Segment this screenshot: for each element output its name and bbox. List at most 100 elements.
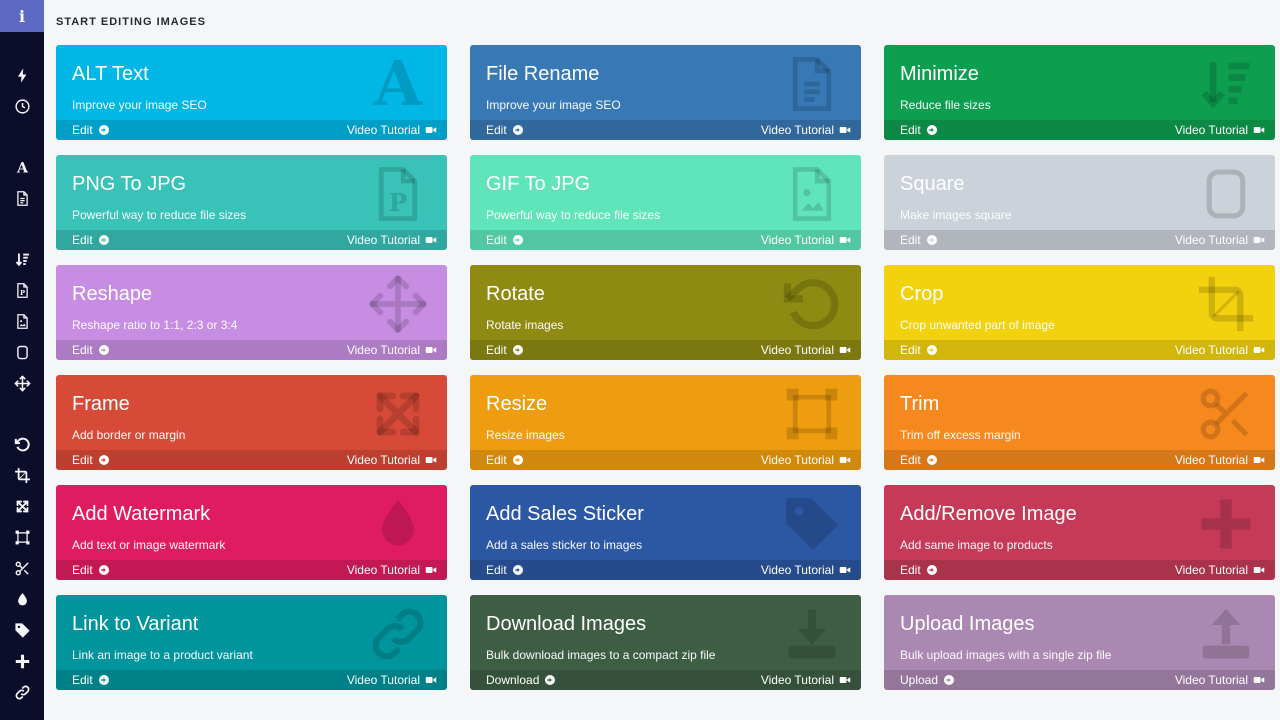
card-title: Link to Variant [72, 613, 199, 635]
droplet-icon [367, 493, 429, 555]
sidebar-item-scissors[interactable] [10, 553, 34, 584]
video-camera-icon [1253, 674, 1265, 686]
video-tutorial-link[interactable]: Video Tutorial [1175, 123, 1265, 137]
video-tutorial-link[interactable]: Video Tutorial [347, 233, 437, 247]
card-action-label: Edit [72, 453, 93, 467]
video-tutorial-link[interactable]: Video Tutorial [761, 233, 851, 247]
card-title: Reshape [72, 283, 153, 305]
plus-icon [14, 653, 31, 670]
sidebar-item-droplet[interactable] [10, 584, 34, 615]
card-footer: Edit Video Tutorial [56, 670, 447, 690]
card-action-link[interactable]: Edit [72, 123, 110, 137]
card-action-link[interactable]: Edit [72, 453, 110, 467]
tool-card[interactable]: Download Images Bulk download images to … [470, 595, 861, 690]
tool-card[interactable]: Frame Add border or margin Edit Video Tu… [56, 375, 447, 470]
tool-card[interactable]: Add Watermark Add text or image watermar… [56, 485, 447, 580]
sidebar-item-square[interactable] [10, 337, 34, 368]
tool-card[interactable]: PNG To JPG Powerful way to reduce file s… [56, 155, 447, 250]
card-action-link[interactable]: Edit [486, 563, 524, 577]
sidebar-item-file-text[interactable] [10, 183, 34, 214]
tool-card[interactable]: Trim Trim off excess margin Edit Video T… [884, 375, 1275, 470]
video-tutorial-link[interactable]: Video Tutorial [761, 563, 851, 577]
tool-card[interactable]: Reshape Reshape ratio to 1:1, 2:3 or 3:4… [56, 265, 447, 360]
tool-card[interactable]: Resize Resize images Edit Video Tutorial [470, 375, 861, 470]
tool-card[interactable]: Add Sales Sticker Add a sales sticker to… [470, 485, 861, 580]
video-tutorial-link[interactable]: Video Tutorial [347, 343, 437, 357]
info-icon[interactable]: i [0, 0, 44, 32]
expand-arrows-icon [14, 498, 31, 515]
tool-card[interactable]: Upload Images Bulk upload images with a … [884, 595, 1275, 690]
sidebar-item-letter-a[interactable]: A [10, 152, 34, 183]
video-tutorial-link[interactable]: Video Tutorial [1175, 673, 1265, 687]
move-icon [14, 375, 31, 392]
page-title: START EDITING IMAGES [56, 16, 206, 28]
card-action-link[interactable]: Edit [72, 233, 110, 247]
card-title: Frame [72, 393, 130, 415]
sidebar-item-sort-amount-down[interactable] [10, 244, 34, 275]
sidebar-item-tag[interactable] [10, 615, 34, 646]
sidebar-item-file-p[interactable]: P [10, 275, 34, 306]
sidebar-item-rotate-ccw[interactable] [10, 429, 34, 460]
card-action-link[interactable]: Upload [900, 673, 955, 687]
card-action-link[interactable]: Edit [486, 453, 524, 467]
sidebar-item-crop[interactable] [10, 460, 34, 491]
video-tutorial-link[interactable]: Video Tutorial [761, 343, 851, 357]
video-camera-icon [1253, 234, 1265, 246]
card-title: Crop [900, 283, 944, 305]
sidebar-item-history[interactable] [10, 91, 34, 122]
video-tutorial-link[interactable]: Video Tutorial [1175, 343, 1265, 357]
tool-card[interactable]: Minimize Reduce file sizes Edit Video Tu… [884, 45, 1275, 140]
card-action-link[interactable]: Edit [900, 453, 938, 467]
video-tutorial-link[interactable]: Video Tutorial [761, 453, 851, 467]
video-tutorial-link[interactable]: Video Tutorial [1175, 563, 1265, 577]
video-tutorial-link[interactable]: Video Tutorial [1175, 233, 1265, 247]
video-tutorial-link[interactable]: Video Tutorial [761, 123, 851, 137]
sidebar-item-zap[interactable] [10, 60, 34, 91]
tool-card[interactable]: Rotate Rotate images Edit Video Tutorial [470, 265, 861, 360]
tool-card[interactable]: File Rename Improve your image SEO Edit … [470, 45, 861, 140]
video-tutorial-label: Video Tutorial [346, 123, 420, 137]
card-title: Rotate [486, 283, 545, 305]
card-action-link[interactable]: Edit [486, 343, 524, 357]
card-action-link[interactable]: Edit [72, 563, 110, 577]
video-tutorial-label: Video Tutorial [760, 343, 834, 357]
card-action-link[interactable]: Edit [486, 233, 524, 247]
sidebar-item-move[interactable] [10, 368, 34, 399]
tool-card[interactable]: ALT Text Improve your image SEO A Edit V… [56, 45, 447, 140]
sidebar-item-link[interactable] [10, 677, 34, 708]
video-camera-icon [839, 454, 851, 466]
expand-arrows-icon [367, 383, 429, 445]
card-action-link[interactable]: Edit [72, 673, 110, 687]
file-p-icon: P [14, 282, 31, 299]
video-tutorial-link[interactable]: Video Tutorial [761, 673, 851, 687]
card-action-link[interactable]: Download [486, 673, 556, 687]
video-tutorial-link[interactable]: Video Tutorial [347, 563, 437, 577]
tool-card[interactable]: Square Make images square Edit Video Tut… [884, 155, 1275, 250]
tool-card[interactable]: Crop Crop unwanted part of image Edit Vi… [884, 265, 1275, 360]
tool-card[interactable]: GIF To JPG Powerful way to reduce file s… [470, 155, 861, 250]
card-action-link[interactable]: Edit [900, 123, 938, 137]
tool-card[interactable]: Add/Remove Image Add same image to produ… [884, 485, 1275, 580]
sidebar-item-file-image[interactable] [10, 306, 34, 337]
video-tutorial-link[interactable]: Video Tutorial [347, 673, 437, 687]
sidebar-item-expand-arrows[interactable] [10, 491, 34, 522]
video-tutorial-label: Video Tutorial [760, 673, 834, 687]
vector-square-icon [781, 383, 843, 445]
card-action-link[interactable]: Edit [486, 123, 524, 137]
crop-icon [14, 467, 31, 484]
card-action-link[interactable]: Edit [900, 343, 938, 357]
video-tutorial-link[interactable]: Video Tutorial [347, 453, 437, 467]
sidebar-item-plus[interactable] [10, 646, 34, 677]
letter-a-icon: A [14, 159, 31, 176]
card-action-link[interactable]: Edit [900, 233, 938, 247]
arrow-circle-icon [512, 124, 524, 136]
video-tutorial-label: Video Tutorial [1174, 343, 1248, 357]
tool-card[interactable]: Link to Variant Link an image to a produ… [56, 595, 447, 690]
card-action-link[interactable]: Edit [72, 343, 110, 357]
video-tutorial-link[interactable]: Video Tutorial [1175, 453, 1265, 467]
video-tutorial-link[interactable]: Video Tutorial [347, 123, 437, 137]
sidebar-item-vector-square[interactable] [10, 522, 34, 553]
card-action-link[interactable]: Edit [900, 563, 938, 577]
file-image-icon [781, 163, 843, 225]
video-tutorial-label: Video Tutorial [760, 233, 834, 247]
